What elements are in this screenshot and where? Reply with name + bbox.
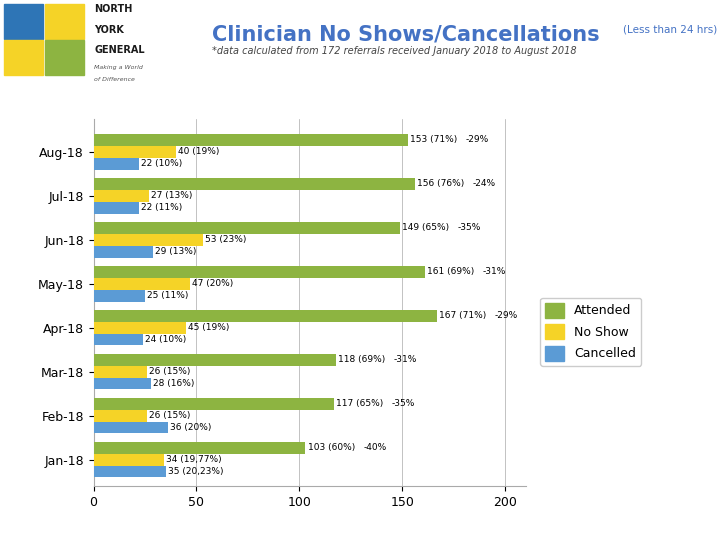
Bar [94,354,336,366]
Text: NYGH.ON.CA: NYGH.ON.CA [576,514,705,531]
Bar [94,146,176,158]
Bar [94,442,305,454]
Text: 156 (76%): 156 (76%) [417,179,464,188]
Bar [94,334,143,346]
Text: of Difference: of Difference [94,77,135,82]
Bar [94,377,151,389]
Text: 47 (20%): 47 (20%) [192,279,233,288]
Text: 24 (10%): 24 (10%) [145,335,186,344]
Bar [94,410,147,422]
Text: 161 (69%): 161 (69%) [427,267,474,276]
Bar [94,278,190,289]
Text: 26 (15%): 26 (15%) [149,367,191,376]
Text: 28 (16%): 28 (16%) [153,379,194,388]
Legend: Attended, No Show, Cancelled: Attended, No Show, Cancelled [541,298,641,366]
Text: -31%: -31% [394,355,418,364]
Bar [94,134,408,146]
Bar [94,234,202,246]
Bar [94,422,168,434]
Bar [94,202,139,213]
Bar [94,266,425,278]
Text: -35%: -35% [392,399,415,408]
Bar [94,465,166,477]
Bar [94,366,147,377]
Bar [4,4,43,39]
Bar [94,178,415,190]
Text: 153 (71%): 153 (71%) [410,136,458,144]
Text: 118 (69%): 118 (69%) [338,355,386,364]
Text: 22 (11%): 22 (11%) [141,203,182,212]
Text: -35%: -35% [458,224,481,232]
Bar [94,246,153,258]
Text: YORK: YORK [94,25,125,35]
Text: -40%: -40% [363,443,387,452]
Text: 53 (23%): 53 (23%) [204,235,246,244]
Text: 45 (19%): 45 (19%) [188,323,230,332]
Text: 34 (19,77%): 34 (19,77%) [166,455,221,464]
Text: GENERAL: GENERAL [94,45,145,55]
Text: *data calculated from 172 referrals received January 2018 to August 2018: *data calculated from 172 referrals rece… [212,46,577,56]
Text: 149 (65%): 149 (65%) [402,224,449,232]
Text: -29%: -29% [466,136,489,144]
Bar [94,398,334,410]
Text: 36 (20%): 36 (20%) [170,423,211,432]
Text: 167 (71%): 167 (71%) [439,312,487,320]
Bar [94,190,149,202]
Text: 27 (13%): 27 (13%) [151,191,192,200]
Text: Making a World: Making a World [94,65,143,70]
Text: 40 (19%): 40 (19%) [178,147,220,156]
Bar [94,289,145,301]
Text: -24%: -24% [472,179,495,188]
Bar [94,222,400,234]
Bar [94,158,139,170]
Text: 26 (15%): 26 (15%) [149,411,191,420]
Bar [45,4,84,39]
Text: 29 (13%): 29 (13%) [156,247,197,256]
Text: 117 (65%): 117 (65%) [336,399,384,408]
Text: -31%: -31% [482,267,505,276]
Text: Clinician No Shows/Cancellations: Clinician No Shows/Cancellations [212,24,600,44]
Text: 35 (20,23%): 35 (20,23%) [168,467,223,476]
Bar [94,322,186,334]
Text: 103 (60%): 103 (60%) [307,443,355,452]
Text: (Less than 24 hrs): (Less than 24 hrs) [623,24,717,35]
Text: 25 (11%): 25 (11%) [147,291,189,300]
Bar [94,310,437,322]
Bar [94,454,163,465]
Bar [4,40,43,75]
Text: 22 (10%): 22 (10%) [141,159,182,168]
Text: -29%: -29% [495,312,518,320]
Bar [45,40,84,75]
Text: NORTH: NORTH [94,4,132,14]
